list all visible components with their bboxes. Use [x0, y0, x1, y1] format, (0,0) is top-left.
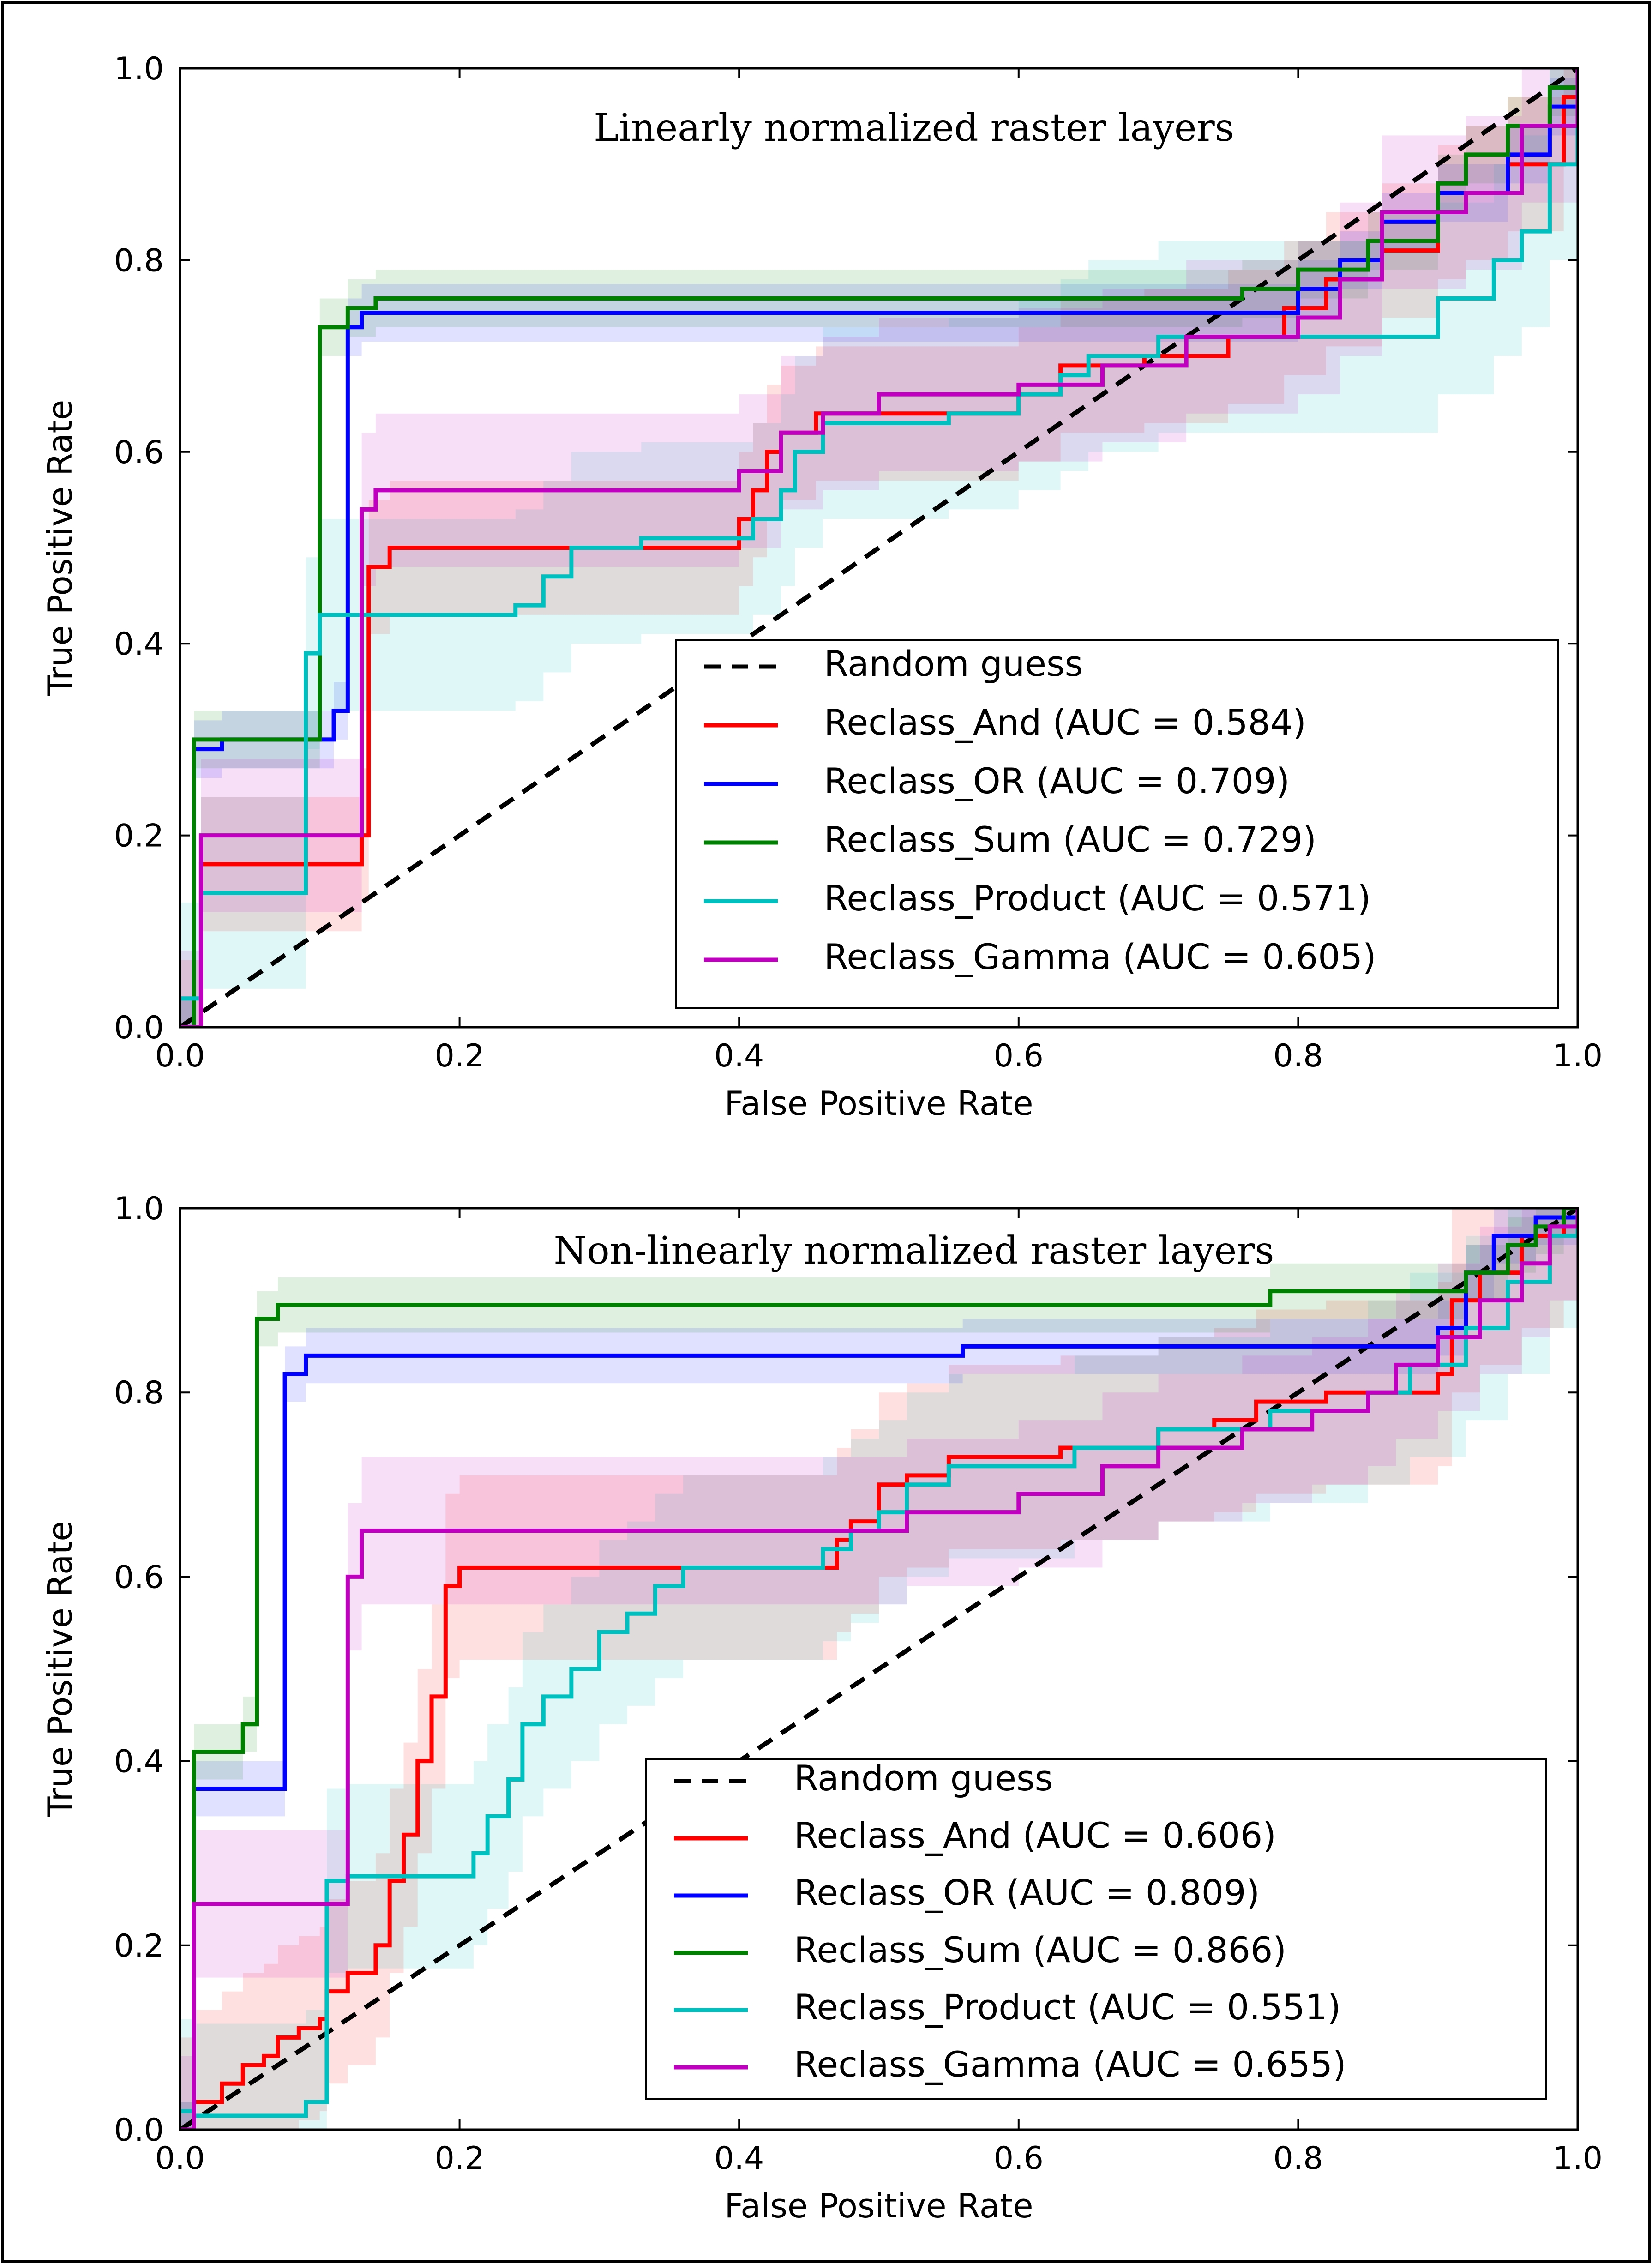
- series-line-random-guess: [180, 1208, 1578, 2130]
- x-tick-label: 0.0: [155, 2140, 205, 2177]
- series-line-reclass-gamma: [180, 1208, 1578, 2130]
- x-tick-label: 0.8: [1273, 2140, 1323, 2177]
- legend: Random guess Reclass_And (AUC = 0.606) Rec…: [645, 1758, 1547, 2100]
- legend-label: Reclass_And (AUC = 0.584): [824, 702, 1306, 743]
- x-tick-label: 0.4: [714, 2140, 764, 2177]
- legend-box: [645, 1758, 1547, 2100]
- plot-frame: [179, 67, 1579, 1029]
- chart-title: Linearly normalized raster layers: [594, 106, 1234, 150]
- chart-panel-linear: 0.0 0.2 0.4 0.6 0.8 1.0 0.0 0.2 0.4 0.6 0.8 1.0 Li…: [41, 51, 1603, 1123]
- x-tick-label: 1.0: [1553, 2140, 1603, 2177]
- legend-label: Random guess: [794, 1758, 1053, 1799]
- legend-label: Random guess: [824, 643, 1083, 684]
- series-line-reclass-sum: [180, 1208, 1578, 2130]
- y-tick-label: 0.4: [114, 1744, 164, 1780]
- bands-layer: [180, 68, 1578, 1027]
- legend-label: Reclass_Gamma (AUC = 0.655): [794, 2044, 1346, 2085]
- legend-label: Reclass_OR (AUC = 0.709): [824, 760, 1290, 801]
- chart-title: Non-linearly normalized raster layers: [553, 1229, 1274, 1273]
- x-ticks: 0.0 0.2 0.4 0.6 0.8 1.0: [155, 1208, 1603, 2177]
- confidence-band-reclass-gamma: [180, 68, 1578, 1027]
- x-tick-label: 0.2: [435, 1038, 485, 1074]
- y-ticks: 0.0 0.2 0.4 0.6 0.8 1.0: [114, 1191, 1578, 2149]
- x-axis-label: False Positive Rate: [724, 2186, 1033, 2225]
- x-axis-label: False Positive Rate: [724, 1084, 1033, 1123]
- legend-label: Reclass_And (AUC = 0.606): [794, 1815, 1276, 1856]
- x-tick-label: 0.4: [714, 1038, 764, 1074]
- legend-label: Reclass_Product (AUC = 0.571): [824, 878, 1371, 919]
- x-tick-label: 0.2: [435, 2140, 485, 2177]
- legend: Random guess Reclass_And (AUC = 0.584) Rec…: [675, 639, 1559, 1009]
- series-line-random-guess: [180, 68, 1578, 1027]
- y-tick-label: 0.8: [114, 242, 164, 279]
- series-line-reclass-gamma: [180, 68, 1578, 1027]
- y-tick-label: 0.2: [114, 1928, 164, 1964]
- y-tick-label: 0.4: [114, 626, 164, 662]
- confidence-band-reclass-and: [180, 68, 1578, 1027]
- x-tick-label: 1.0: [1553, 1038, 1603, 1074]
- x-tick-label: 0.6: [994, 1038, 1044, 1074]
- legend-label: Reclass_OR (AUC = 0.809): [794, 1872, 1260, 1913]
- y-tick-label: 0.6: [114, 434, 164, 471]
- y-axis-label: True Positive Rate: [41, 1521, 79, 1817]
- y-tick-label: 0.8: [114, 1375, 164, 1411]
- confidence-band-reclass-sum: [180, 68, 1578, 1027]
- y-tick-label: 0.2: [114, 818, 164, 855]
- legend-box: [675, 639, 1559, 1009]
- legend-label: Reclass_Sum (AUC = 0.729): [824, 819, 1316, 860]
- series-line-reclass-product: [180, 68, 1578, 1001]
- legend-label: Reclass_Product (AUC = 0.551): [794, 1987, 1341, 2028]
- legend-label: Reclass_Gamma (AUC = 0.605): [824, 936, 1376, 977]
- confidence-band-reclass-product: [180, 68, 1578, 1027]
- chart-panel-nonlinear: 0.0 0.2 0.4 0.6 0.8 1.0 0.0 0.2 0.4 0.6 0.8 1.0 No…: [41, 1191, 1603, 2225]
- plot-frame: [179, 1207, 1579, 2131]
- series-layer: [180, 68, 1578, 1027]
- y-tick-label: 0.0: [114, 2112, 164, 2149]
- confidence-band-reclass-or: [180, 68, 1578, 1027]
- legend-label: Reclass_Sum (AUC = 0.866): [794, 1929, 1286, 1970]
- x-ticks: 0.0 0.2 0.4 0.6 0.8 1.0: [155, 68, 1603, 1074]
- y-tick-label: 1.0: [114, 1191, 164, 1227]
- y-tick-label: 0.0: [114, 1010, 164, 1046]
- y-ticks: 0.0 0.2 0.4 0.6 0.8 1.0: [114, 51, 1578, 1046]
- x-tick-label: 0.6: [994, 2140, 1044, 2177]
- y-tick-label: 1.0: [114, 51, 164, 87]
- y-tick-label: 0.6: [114, 1559, 164, 1596]
- series-line-reclass-sum: [180, 68, 1578, 1027]
- x-tick-label: 0.0: [155, 1038, 205, 1074]
- series-layer: [180, 1208, 1578, 2130]
- y-axis-label: True Positive Rate: [41, 400, 79, 696]
- x-tick-label: 0.8: [1273, 1038, 1323, 1074]
